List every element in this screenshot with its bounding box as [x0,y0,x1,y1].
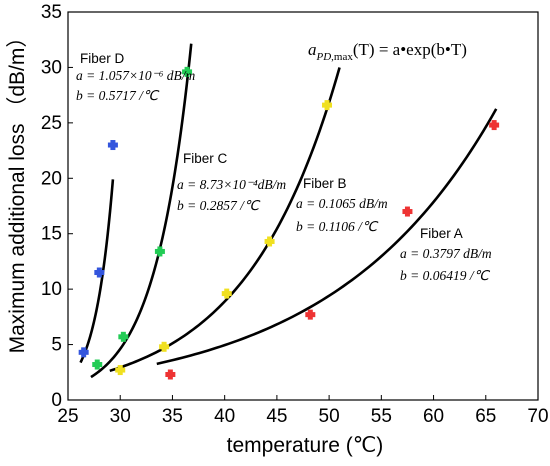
fiber-c-annotation: Fiber C a = 8.73×10⁻⁴dB/m b = 0.2857 /℃ [177,151,286,213]
fiber-b-a: a = 0.1065 dB/m [296,196,388,211]
data-point-fiber-b [264,236,275,247]
data-point-fiber-a [165,369,176,380]
data-point-fiber-c [154,246,165,257]
data-points [78,66,500,380]
plot-frame [67,11,539,401]
data-point-fiber-d [94,267,105,278]
x-tick-label: 45 [266,406,287,427]
data-point-fiber-a [489,120,500,131]
data-point-fiber-a [305,309,316,320]
y-axis-title: Maximum additional loss （dB/m） [6,27,29,354]
x-tick-label: 65 [475,406,496,427]
x-tick-label: 40 [214,406,235,427]
y-tick-label: 15 [41,224,62,245]
y-axis: 0 5 10 15 20 25 30 35 [41,2,73,411]
data-point-fiber-d [78,347,89,358]
fiber-d-name: Fiber D [80,51,125,66]
fit-curve-fiber-a [156,108,498,366]
fit-curve-fiber-b [109,67,341,373]
fiber-b-annotation: Fiber B a = 0.1065 dB/m b = 0.1106 /℃ [296,176,388,234]
fiber-d-annotation: Fiber D a = 1.057×10⁻⁶ dB/m b = 0.5717 /… [76,51,196,103]
fiber-a-name: Fiber A [420,226,463,241]
y-tick-label: 25 [41,113,62,134]
formula-annotation: aPD,max(T) = a•exp(b•T) [308,40,467,63]
fiber-c-a: a = 8.73×10⁻⁴dB/m [177,177,286,192]
data-point-fiber-d [107,140,118,151]
x-tick-label: 25 [57,406,78,427]
fiber-a-annotation: Fiber A a = 0.3797 dB/m b = 0.06419 /℃ [400,226,492,283]
x-axis: 25 30 35 40 45 50 55 60 65 70 [57,395,549,427]
y-tick-label: 20 [41,168,62,189]
formula-rest: (T) = a•exp(b•T) [353,40,467,59]
formula-sub: PD [316,51,332,63]
data-point-fiber-c [182,66,193,77]
data-point-fiber-c [92,359,103,370]
fiber-d-a: a = 1.057×10⁻⁶ dB/m [76,68,196,83]
x-tick-label: 50 [319,406,340,427]
data-point-fiber-b [159,341,170,352]
y-tick-label: 10 [41,279,62,300]
y-tick-label: 30 [41,57,62,78]
x-tick-label: 60 [423,406,444,427]
y-tick-label: 5 [51,335,62,356]
fiber-b-name: Fiber B [303,176,347,191]
formula-main: a [308,40,317,59]
data-point-fiber-a [402,206,413,217]
fiber-d-b: b = 0.5717 /℃ [76,88,160,103]
x-tick-label: 30 [110,406,131,427]
x-tick-label: 70 [527,406,548,427]
data-point-fiber-c [118,331,129,342]
fiber-c-name: Fiber C [183,151,228,166]
y-tick-label: 0 [51,390,62,411]
fiber-c-b: b = 0.2857 /℃ [177,198,261,213]
x-tick-label: 55 [371,406,392,427]
data-point-fiber-b [115,365,126,376]
fiber-a-a: a = 0.3797 dB/m [400,246,492,261]
formula-sub2: ,max [331,51,353,63]
fiber-a-b: b = 0.06419 /℃ [400,268,491,283]
x-tick-label: 35 [162,406,183,427]
data-point-fiber-b [221,288,232,299]
x-axis-title: temperature (℃) [227,434,384,457]
data-point-fiber-b [322,100,333,111]
y-tick-label: 35 [41,2,62,23]
plot-area: 0 5 10 15 20 25 30 35 25 30 35 40 45 50 55 60 65 70 [41,2,549,427]
fiber-b-b: b = 0.1106 /℃ [296,219,379,234]
fit-curve-fiber-c [90,43,193,379]
